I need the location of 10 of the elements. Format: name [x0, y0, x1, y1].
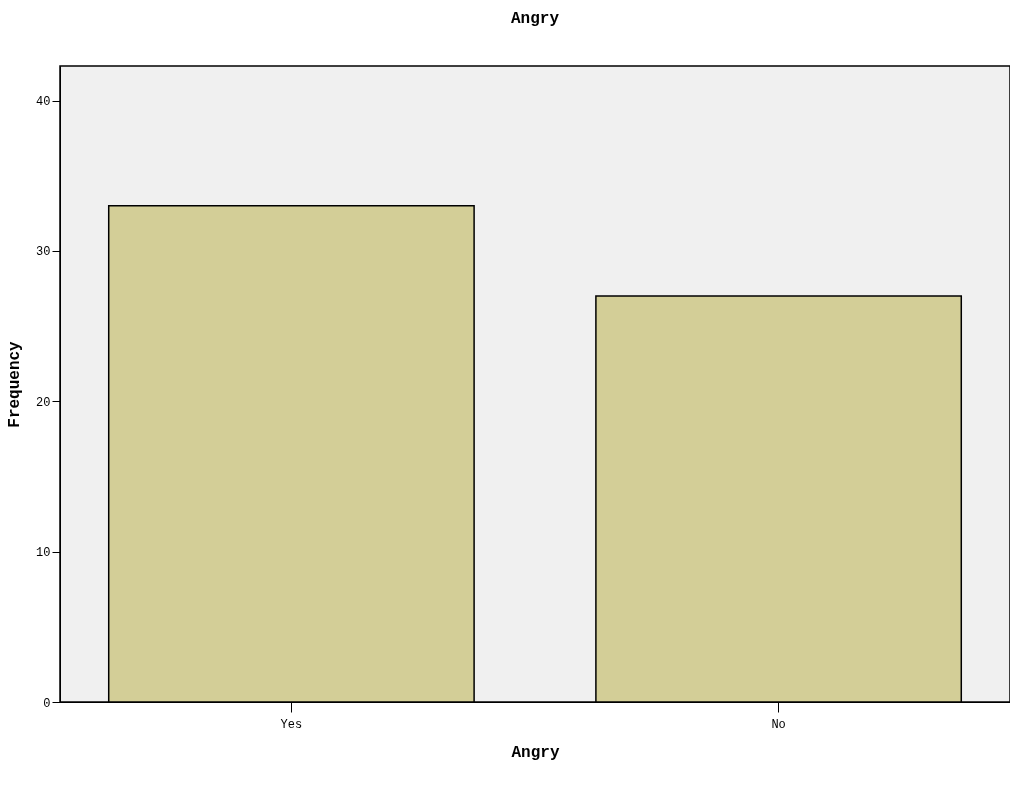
chart-title: Angry: [510, 10, 560, 28]
y-tick-label: 20: [36, 395, 51, 410]
y-tick-label: 40: [36, 95, 51, 110]
y-tick-label: 30: [36, 245, 51, 260]
y-tick-label: 0: [43, 696, 51, 711]
y-tick-label: 10: [36, 546, 51, 561]
x-axis-title: Angry: [511, 743, 560, 762]
x-tick-label: Yes: [280, 717, 303, 732]
x-tick-label: No: [771, 717, 786, 732]
y-axis-title: Frequency: [6, 340, 25, 428]
